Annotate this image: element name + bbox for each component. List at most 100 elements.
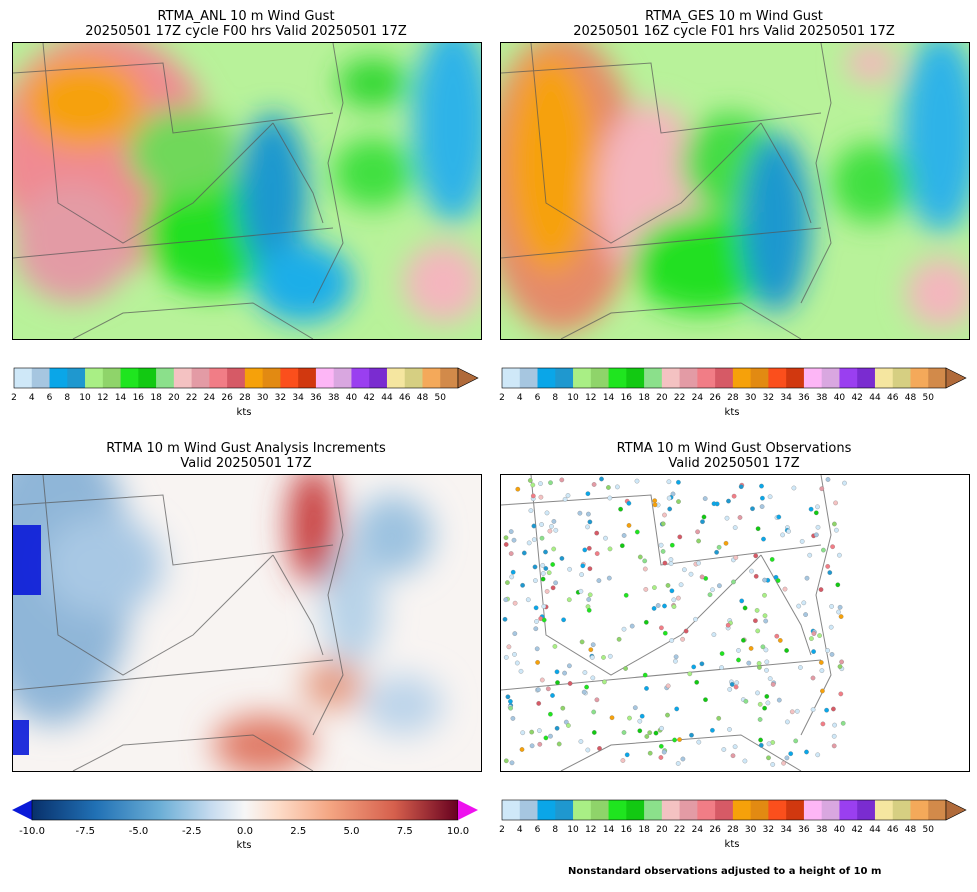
observation-point xyxy=(763,647,769,653)
colorbar-tick-label: 18 xyxy=(150,393,162,403)
observation-point xyxy=(729,682,735,687)
observation-point xyxy=(725,622,731,628)
observation-point xyxy=(551,519,557,524)
colorbar-tick-label: 20 xyxy=(656,393,668,403)
colorbar-swatch xyxy=(874,800,894,820)
observation-point xyxy=(609,715,615,721)
colorbar-tick-label: 2 xyxy=(11,393,17,403)
observation-point xyxy=(710,587,715,593)
observation-point xyxy=(719,651,725,656)
observation-point xyxy=(665,712,670,718)
colorbar-swatch xyxy=(697,368,716,388)
colorbar-swatch xyxy=(369,368,388,388)
observation-point xyxy=(586,545,592,551)
observation-point xyxy=(559,477,565,483)
observation-point xyxy=(794,708,800,714)
colorbar-tick-label: 44 xyxy=(869,825,881,835)
analysis-colorbar: 2 4 6 8 10 12 14 16 18 20 22 24 26 28 30 32 34 36 38 40 42 44… xyxy=(11,366,480,418)
observation-point xyxy=(591,709,597,715)
increment-tick-label: 7.5 xyxy=(396,826,413,837)
colorbar-tick-label: 16 xyxy=(132,393,145,403)
observation-point xyxy=(832,521,837,527)
observation-point xyxy=(832,722,837,728)
observation-point xyxy=(620,758,626,763)
observation-point xyxy=(577,510,583,516)
observation-point xyxy=(737,515,743,520)
observation-point xyxy=(502,616,508,622)
colorbar-swatch xyxy=(573,368,592,388)
colorbar-swatch xyxy=(315,368,335,388)
observation-point xyxy=(766,741,772,747)
colorbar-tick-label: 26 xyxy=(221,393,233,403)
colorbar-tick-label: 8 xyxy=(552,393,559,403)
observation-point xyxy=(637,728,643,734)
colorbar-tick-label: 14 xyxy=(114,393,127,403)
observation-point xyxy=(815,524,821,530)
observation-point xyxy=(554,669,560,675)
observation-point xyxy=(716,715,722,721)
observation-point xyxy=(508,705,513,711)
observation-point xyxy=(586,597,592,602)
increment-tick-label: -7.5 xyxy=(75,826,96,837)
colorbar-tick-label: 38 xyxy=(815,393,828,403)
observation-point xyxy=(537,728,542,733)
observation-point xyxy=(836,609,841,615)
observation-point xyxy=(678,582,684,588)
colorbar-tick-label: 12 xyxy=(585,393,597,403)
observations-colorbar: 2 4 6 8 10 12 14 16 18 20 22 24 26 28 30 32 34 36 38 40 42 44… xyxy=(499,798,968,850)
observation-point xyxy=(637,554,643,560)
observation-point xyxy=(541,617,547,623)
observation-point xyxy=(753,553,759,559)
observation-point xyxy=(548,711,553,717)
observation-point xyxy=(543,566,549,571)
observation-point xyxy=(830,544,835,550)
observation-point xyxy=(756,661,762,666)
observation-point xyxy=(831,743,837,749)
observation-point xyxy=(639,713,645,719)
observation-point xyxy=(647,750,653,756)
colorbar-swatch xyxy=(644,800,663,820)
observation-point xyxy=(671,597,677,603)
observation-point xyxy=(623,666,628,671)
observation-point xyxy=(764,694,770,699)
colorbar-swatch xyxy=(661,800,681,820)
colorbar-tick-label: 10 xyxy=(567,393,579,403)
observation-point xyxy=(770,682,776,687)
observation-point xyxy=(669,588,675,594)
colorbar-tick-label: 28 xyxy=(727,825,739,835)
increment-colorbar-unit: kts xyxy=(236,840,252,851)
observation-point xyxy=(766,755,771,761)
guess-gust-field xyxy=(501,43,969,339)
observation-point xyxy=(553,580,558,586)
colorbar-swatch xyxy=(928,368,947,388)
observation-point xyxy=(512,600,518,606)
colorbar-tick-label: 36 xyxy=(798,393,810,403)
observation-point xyxy=(716,544,722,550)
observation-point xyxy=(535,660,540,665)
colorbar-tick-label: 34 xyxy=(780,825,792,835)
colorbar-tick-label: 44 xyxy=(869,393,881,403)
observation-point xyxy=(565,493,571,498)
observation-point xyxy=(673,654,679,660)
observation-point xyxy=(700,519,705,525)
colorbar-swatch xyxy=(555,368,574,388)
observation-point xyxy=(711,501,717,507)
colorbar-swatch xyxy=(839,368,858,388)
observation-point xyxy=(559,556,565,561)
observation-point xyxy=(717,583,722,589)
observation-point xyxy=(839,659,844,665)
observation-point xyxy=(831,706,836,712)
observation-point xyxy=(602,679,607,685)
colorbar-tick-label: 38 xyxy=(815,825,828,835)
observation-point xyxy=(637,718,643,724)
colorbar-swatch xyxy=(679,800,698,820)
colorbar-tick-label: 4 xyxy=(516,393,523,403)
observation-point xyxy=(695,529,700,535)
colorbar-tick-label: 12 xyxy=(585,825,597,835)
observation-point xyxy=(764,667,769,673)
increment-tick-label: 5.0 xyxy=(343,826,360,837)
top-right-title-line1: RTMA_GES 10 m Wind Gust xyxy=(645,9,823,24)
observation-point xyxy=(742,605,748,611)
colorbar-swatch xyxy=(14,368,33,388)
colorbar-tick-label: 30 xyxy=(744,825,757,835)
